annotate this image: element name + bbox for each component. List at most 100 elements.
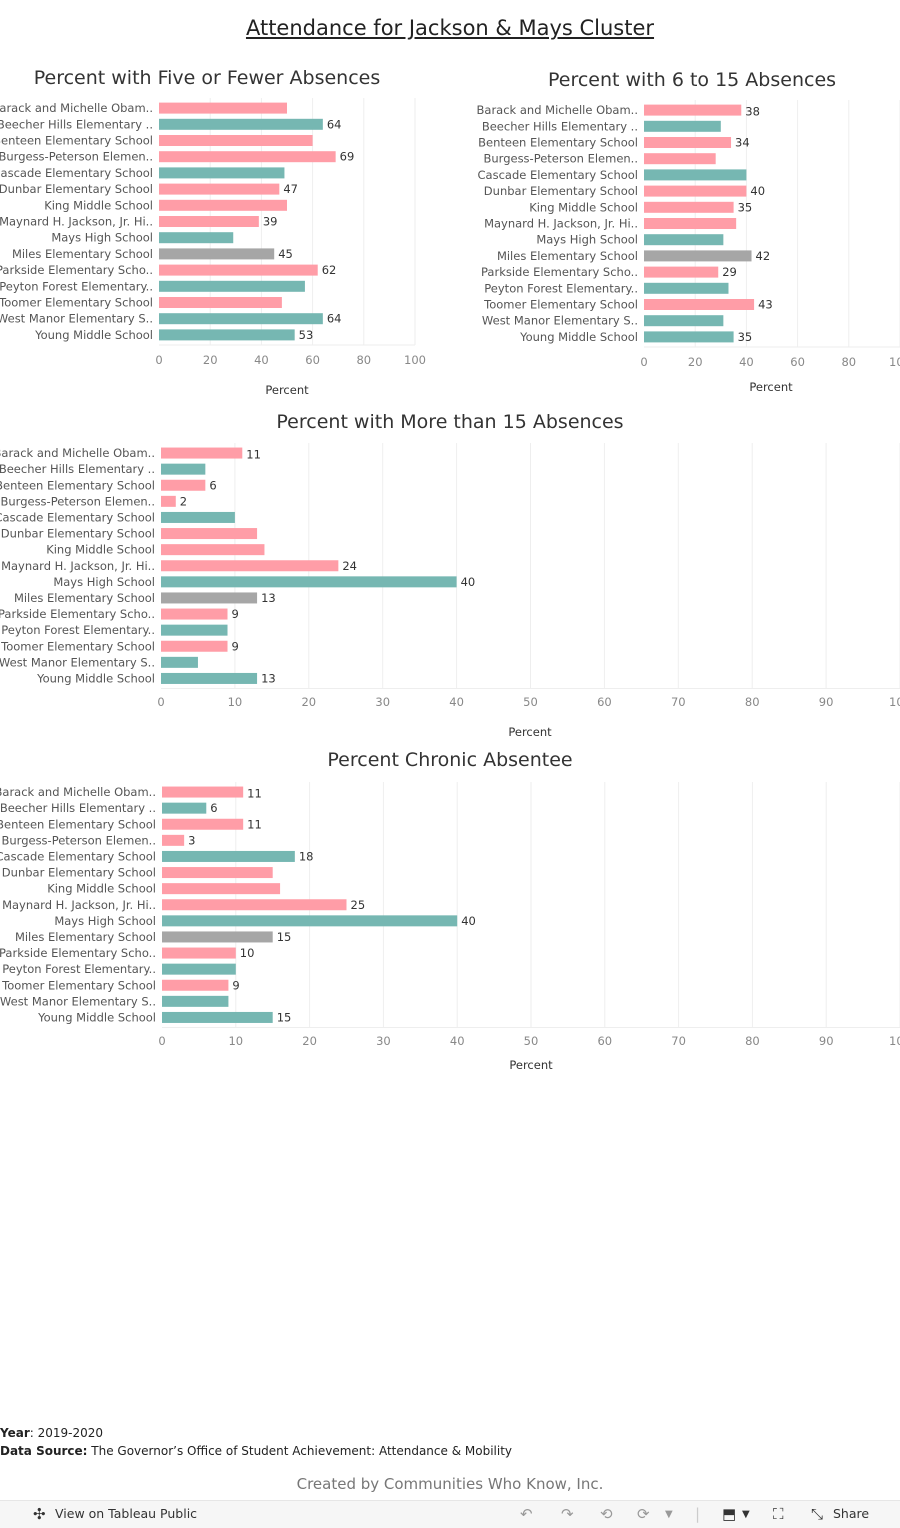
chart-title: Percent with Five or Fewer Absences <box>34 67 381 89</box>
bar[interactable] <box>159 248 275 260</box>
bar[interactable] <box>644 331 734 343</box>
share-icon[interactable]: ⤡ <box>811 1505 824 1523</box>
fullscreen-icon[interactable]: ⛶ <box>773 1505 784 1523</box>
bar[interactable] <box>162 818 244 830</box>
bar[interactable] <box>161 463 206 475</box>
bar[interactable] <box>161 447 243 459</box>
data-label: 69 <box>340 150 355 164</box>
category-label: Miles Elementary School <box>15 930 156 944</box>
bar[interactable] <box>159 216 259 227</box>
bar[interactable] <box>644 315 724 327</box>
refresh-icon[interactable]: ⟳ <box>637 1505 650 1523</box>
data-label: 25 <box>351 898 366 912</box>
bar[interactable] <box>159 297 282 308</box>
bar[interactable] <box>162 899 347 911</box>
category-label: West Manor Elementary S.. <box>0 994 156 1008</box>
bar[interactable] <box>644 137 732 148</box>
bar[interactable] <box>644 234 724 246</box>
bar[interactable] <box>162 995 229 1007</box>
category-label: Maynard H. Jackson, Jr. Hi.. <box>0 215 153 229</box>
share-button[interactable]: Share <box>833 1506 870 1521</box>
download-icon[interactable]: ⬒ <box>722 1505 737 1523</box>
bar[interactable] <box>159 232 234 244</box>
bar[interactable] <box>159 102 287 114</box>
bar[interactable] <box>161 528 258 540</box>
bar[interactable] <box>162 963 236 975</box>
chart-title: Percent with More than 15 Absences <box>276 411 623 433</box>
category-label: Parkside Elementary Scho.. <box>0 263 153 277</box>
bar[interactable] <box>162 1011 273 1023</box>
chart-five-or-fewer-absences: Percent with Five or Fewer Absences 0 20 40… <box>0 67 426 397</box>
data-label: 13 <box>261 671 276 685</box>
category-label: West Manor Elementary S.. <box>0 312 153 326</box>
data-label: 64 <box>327 312 342 326</box>
data-label: 34 <box>735 136 750 150</box>
bar[interactable] <box>159 329 295 341</box>
bar[interactable] <box>644 266 719 278</box>
bar[interactable] <box>161 608 228 620</box>
x-tick-label: 0 <box>640 355 647 369</box>
bar[interactable] <box>644 185 747 197</box>
bar[interactable] <box>162 786 244 798</box>
x-tick-label: 40 <box>254 353 269 367</box>
bar[interactable] <box>644 153 716 165</box>
dropdown-icon[interactable]: ▼ <box>665 1509 673 1520</box>
bar[interactable] <box>161 479 206 491</box>
download-dropdown-icon[interactable]: ▼ <box>742 1509 750 1520</box>
bar[interactable] <box>159 264 318 276</box>
bar[interactable] <box>644 169 747 181</box>
bar[interactable] <box>644 120 721 132</box>
bar[interactable] <box>162 834 185 846</box>
bar[interactable] <box>161 624 228 636</box>
data-label: 42 <box>756 249 771 263</box>
bar[interactable] <box>159 280 305 292</box>
bar[interactable] <box>159 118 323 130</box>
bar[interactable] <box>161 640 228 652</box>
bar[interactable] <box>644 104 742 116</box>
bar[interactable] <box>161 672 258 684</box>
data-label: 11 <box>246 448 261 462</box>
bar[interactable] <box>644 201 734 213</box>
bar[interactable] <box>159 313 323 325</box>
bar[interactable] <box>159 151 336 163</box>
bar[interactable] <box>162 850 295 862</box>
bar[interactable] <box>162 979 229 991</box>
bar[interactable] <box>159 199 287 211</box>
category-label: Mays High School <box>53 575 155 589</box>
bar[interactable] <box>159 183 280 195</box>
category-label: Benteen Elementary School <box>0 478 155 492</box>
redo-icon[interactable]: ↷ <box>561 1505 574 1523</box>
bar[interactable] <box>161 592 258 604</box>
data-label: 6 <box>210 801 217 815</box>
bar[interactable] <box>161 511 235 523</box>
bar[interactable] <box>161 495 176 507</box>
x-tick-label: 80 <box>745 695 760 709</box>
bar[interactable] <box>162 947 236 959</box>
bar[interactable] <box>162 867 273 879</box>
bar[interactable] <box>161 560 339 572</box>
bar[interactable] <box>644 218 737 229</box>
category-label: Peyton Forest Elementary.. <box>1 623 155 637</box>
x-tick-label: 70 <box>671 1034 686 1048</box>
x-tick-label: 20 <box>688 355 703 369</box>
bar[interactable] <box>644 250 752 262</box>
category-label: Burgess-Peterson Elemen.. <box>0 494 155 508</box>
bar[interactable] <box>159 167 285 179</box>
undo-icon[interactable]: ↶ <box>520 1505 533 1523</box>
revert-icon[interactable]: ⟲ <box>600 1505 613 1523</box>
category-label: Mays High School <box>536 233 638 247</box>
bar[interactable] <box>162 915 458 927</box>
bar[interactable] <box>162 931 273 943</box>
bar[interactable] <box>644 282 729 294</box>
x-tick-label: 60 <box>597 695 612 709</box>
bar[interactable] <box>644 299 755 310</box>
data-label: 6 <box>209 478 216 492</box>
bar[interactable] <box>161 544 265 556</box>
view-on-tableau-link[interactable]: View on Tableau Public <box>55 1506 198 1521</box>
bar[interactable] <box>162 802 207 814</box>
bar[interactable] <box>159 135 313 146</box>
bar[interactable] <box>161 576 457 588</box>
data-label: 35 <box>738 330 753 344</box>
bar[interactable] <box>161 656 198 668</box>
bar[interactable] <box>162 883 281 895</box>
